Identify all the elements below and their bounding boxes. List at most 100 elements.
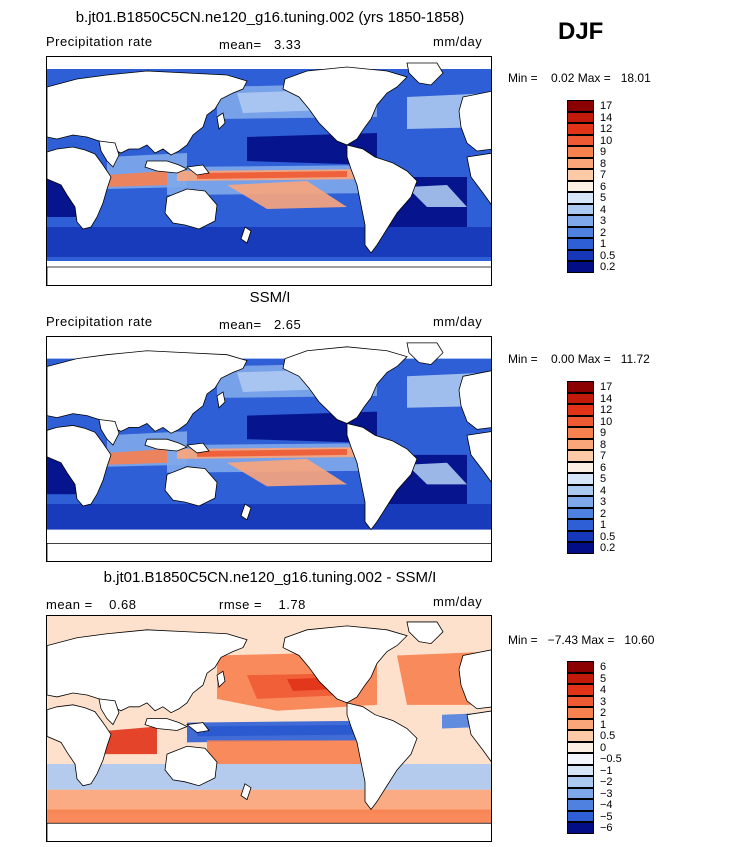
colorbar-swatch: [567, 461, 594, 473]
panel-2-variable-label: Precipitation rate: [46, 314, 153, 329]
colorbar-tick-label: 12: [600, 123, 613, 135]
colorbar-tick-label: 14: [600, 111, 613, 124]
panel-1-colorbar: 17 14 12 10 9 8 7 6 5 4 3 2 1 0.5 0.2: [567, 100, 637, 273]
map-canvas: [47, 616, 491, 841]
colorbar-tick-label: 7: [600, 450, 607, 462]
colorbar-swatch: [567, 496, 594, 508]
colorbar-swatch: [567, 427, 594, 439]
panel-3-colorbar: 6 5 4 3 2 1 0.5 0 −0.5 −1 −2 −3 −4 −5 −6: [567, 661, 637, 834]
panel-3-minmax: Min = −7.43 Max = 10.60: [508, 633, 655, 647]
colorbar-swatch: [567, 134, 594, 146]
panel-1-title: b.jt01.B1850C5CN.ne120_g16.tuning.002 (y…: [75, 9, 465, 26]
colorbar-swatch: [567, 507, 594, 519]
colorbar-tick-label: 1: [600, 519, 607, 531]
colorbar-swatch: [567, 226, 594, 238]
colorbar-tick-label: −1: [600, 764, 613, 777]
colorbar-swatch: [567, 169, 594, 181]
panel-2-title: SSM/I: [249, 289, 291, 306]
colorbar-tick-label: 17: [600, 381, 613, 393]
panel-3-mean: mean = 0.68: [46, 597, 137, 612]
colorbar-swatch: [567, 261, 594, 273]
colorbar-tick-label: 3: [600, 215, 607, 227]
colorbar-tick-label: 5: [600, 473, 607, 485]
map-canvas: [47, 337, 491, 561]
colorbar-swatch: [567, 730, 594, 742]
colorbar-swatch: [567, 661, 594, 673]
panel-2-minmax: Min = 0.00 Max = 11.72: [508, 352, 650, 366]
panel-3-units: mm/day: [433, 594, 483, 609]
colorbar-tick-label: 0.5: [600, 530, 616, 543]
panel-3-title: b.jt01.B1850C5CN.ne120_g16.tuning.002 - …: [103, 569, 437, 586]
colorbar-tick-label: 0.2: [600, 542, 616, 554]
panel-2-colorbar: 17 14 12 10 9 8 7 6 5 4 3 2 1 0.5 0.2: [567, 381, 637, 554]
colorbar-tick-label: 8: [600, 438, 607, 451]
panel-1-minmax: Min = 0.02 Max = 18.01: [508, 71, 651, 85]
panel-2-map: [46, 336, 492, 562]
colorbar-swatch: [567, 415, 594, 427]
colorbar-swatch: [567, 111, 594, 123]
colorbar-tick-label: 5: [600, 672, 607, 685]
colorbar-tick-label: 3: [600, 695, 607, 708]
colorbar-tick-label: 5: [600, 192, 607, 204]
panel-3-rmse: rmse = 1.78: [219, 597, 306, 612]
colorbar-tick-label: 0.5: [600, 730, 616, 742]
colorbar-swatch: [567, 684, 594, 696]
colorbar-tick-label: 7: [600, 169, 607, 181]
panel-1-map: [46, 56, 492, 286]
colorbar-tick-label: 0.5: [600, 249, 616, 262]
colorbar-swatch: [567, 238, 594, 250]
colorbar-tick-label: 9: [600, 427, 607, 439]
colorbar-swatch: [567, 519, 594, 531]
panel-2-mean: mean= 2.65: [219, 317, 302, 332]
colorbar-swatch: [567, 484, 594, 496]
colorbar-tick-label: 3: [600, 496, 607, 508]
panel-2-units: mm/day: [433, 314, 483, 329]
colorbar-tick-label: 1: [600, 718, 607, 731]
colorbar-tick-label: 6: [600, 461, 607, 474]
colorbar-swatch: [567, 473, 594, 485]
colorbar-tick-label: 9: [600, 146, 607, 158]
colorbar-tick-label: 6: [600, 180, 607, 193]
colorbar-tick-label: 12: [600, 404, 613, 416]
colorbar-tick-label: 4: [600, 203, 607, 216]
panel-1-variable-label: Precipitation rate: [46, 34, 153, 49]
panel-1-units: mm/day: [433, 34, 483, 49]
colorbar-swatch: [567, 764, 594, 776]
map-canvas: [47, 57, 491, 285]
colorbar-swatch: [567, 776, 594, 788]
colorbar-tick-label: −2: [600, 776, 613, 788]
colorbar-tick-label: −3: [600, 787, 613, 800]
season-label: DJF: [558, 18, 604, 45]
colorbar-tick-label: 2: [600, 507, 607, 520]
colorbar-tick-label: 8: [600, 157, 607, 170]
colorbar-tick-label: 0: [600, 741, 607, 754]
colorbar-tick-label: 10: [600, 134, 613, 147]
colorbar-swatch: [567, 822, 594, 834]
colorbar-tick-label: 14: [600, 392, 613, 405]
colorbar-swatch: [567, 404, 594, 416]
colorbar-swatch: [567, 718, 594, 730]
colorbar-swatch: [567, 753, 594, 765]
colorbar-swatch: [567, 192, 594, 204]
colorbar-tick-label: −0.5: [600, 753, 622, 765]
colorbar-swatch: [567, 695, 594, 707]
colorbar-swatch: [567, 787, 594, 799]
colorbar-tick-label: −6: [600, 822, 613, 834]
colorbar-swatch: [567, 542, 594, 554]
colorbar-swatch: [567, 799, 594, 811]
colorbar-tick-label: 4: [600, 484, 607, 497]
panel-1-mean: mean= 3.33: [219, 37, 302, 52]
colorbar-tick-label: 10: [600, 415, 613, 428]
colorbar-tick-label: 6: [600, 661, 607, 673]
colorbar-tick-label: 1: [600, 238, 607, 250]
colorbar-swatch: [567, 707, 594, 719]
colorbar-tick-label: −4: [600, 799, 613, 811]
colorbar-tick-label: −5: [600, 810, 613, 823]
colorbar-swatch: [567, 672, 594, 684]
colorbar-swatch: [567, 381, 594, 393]
colorbar-swatch: [567, 810, 594, 822]
colorbar-tick-label: 4: [600, 684, 607, 696]
colorbar-swatch: [567, 146, 594, 158]
colorbar-swatch: [567, 180, 594, 192]
colorbar-swatch: [567, 392, 594, 404]
